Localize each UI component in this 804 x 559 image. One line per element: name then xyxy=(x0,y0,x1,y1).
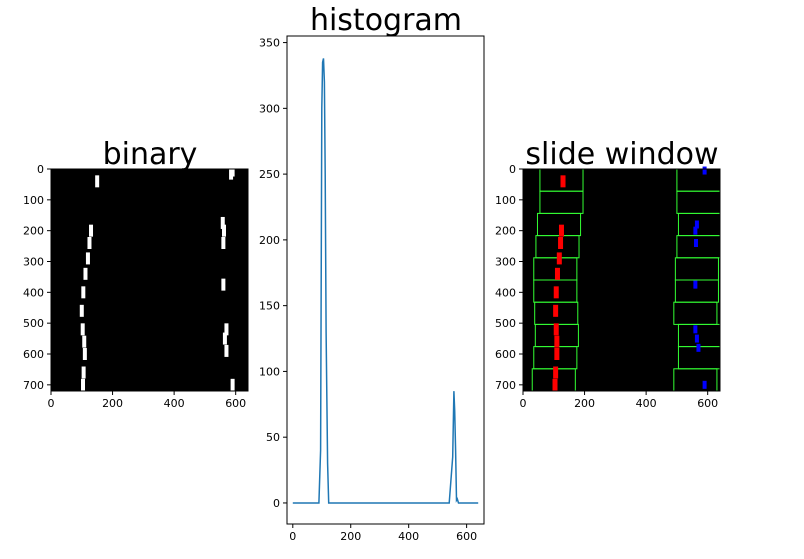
left-lane-point xyxy=(554,267,560,280)
y-tick-label: 0 xyxy=(273,497,280,510)
x-tick-label: 0 xyxy=(289,530,296,543)
x-tick-label: 400 xyxy=(636,397,657,410)
right-lane-point xyxy=(694,334,699,343)
left-lane-pixel xyxy=(81,286,86,299)
right-lane-point xyxy=(693,280,698,289)
left-lane-pixel xyxy=(79,304,84,317)
y-tick-label: 350 xyxy=(259,37,280,50)
left-lane-point xyxy=(558,224,564,237)
right-lane-pixel xyxy=(220,216,225,229)
slide-window-panel: slide window 0 200 400 600 0 100 200 300 400 500 6… xyxy=(495,137,721,410)
right-lane-point xyxy=(702,380,707,389)
right-lane-pixel xyxy=(224,344,229,357)
y-tick-label: 100 xyxy=(495,194,516,207)
left-lane-pixel xyxy=(83,267,88,280)
left-lane-pixel xyxy=(82,348,87,360)
y-tick-label: 0 xyxy=(509,163,516,176)
left-lane-pixel xyxy=(82,335,87,348)
left-lane-pixel xyxy=(81,378,86,391)
left-lane-pixel xyxy=(89,224,94,237)
left-lane-point xyxy=(553,286,559,299)
left-lane-point xyxy=(553,304,559,317)
right-lane-point xyxy=(693,226,698,235)
x-tick-label: 400 xyxy=(164,397,185,410)
y-tick-label: 200 xyxy=(23,225,44,238)
x-tick-label: 200 xyxy=(340,530,361,543)
y-tick-label: 300 xyxy=(23,256,44,269)
x-tick-label: 600 xyxy=(697,397,718,410)
histogram-line xyxy=(292,58,479,504)
slide-window-title: slide window xyxy=(525,137,718,172)
left-lane-point xyxy=(558,237,564,249)
y-tick-label: 150 xyxy=(259,300,280,313)
y-tick-label: 50 xyxy=(266,431,280,444)
y-tick-label: 100 xyxy=(23,194,44,207)
y-tick-label: 600 xyxy=(495,348,516,361)
binary-panel: binary 0 200 400 600 0 100 200 300 400 500 600 700 xyxy=(23,137,249,410)
binary-image xyxy=(51,169,248,391)
x-tick-label: 400 xyxy=(398,530,419,543)
binary-title: binary xyxy=(103,137,198,172)
y-tick-label: 300 xyxy=(495,256,516,269)
left-lane-point xyxy=(560,175,566,188)
y-tick-label: 700 xyxy=(23,379,44,392)
binary-frame xyxy=(50,168,249,392)
right-lane-pixel xyxy=(221,224,226,237)
left-lane-pixel xyxy=(80,323,85,336)
x-tick-label: 200 xyxy=(574,397,595,410)
left-lane-point xyxy=(552,378,558,391)
x-tick-label: 0 xyxy=(520,397,527,410)
histogram-plot-area xyxy=(286,35,485,525)
right-lane-pixel xyxy=(95,175,100,188)
histogram-title: histogram xyxy=(310,3,462,38)
y-tick-label: 500 xyxy=(23,317,44,330)
y-tick-label: 400 xyxy=(495,286,516,299)
left-lane-point xyxy=(554,348,560,360)
y-tick-label: 200 xyxy=(259,234,280,247)
y-tick-label: 700 xyxy=(495,379,516,392)
y-tick-label: 0 xyxy=(37,163,44,176)
left-lane-point xyxy=(556,252,562,265)
slide-window-frame xyxy=(522,168,721,392)
x-tick-label: 600 xyxy=(456,530,477,543)
right-lane-point xyxy=(702,166,707,175)
left-lane-point xyxy=(553,366,559,379)
y-tick-label: 100 xyxy=(259,365,280,378)
right-lane-pixel xyxy=(222,332,227,345)
x-tick-label: 600 xyxy=(225,397,246,410)
left-lane-pixel xyxy=(85,252,90,265)
right-lane-point xyxy=(694,220,699,229)
right-lane-point xyxy=(693,239,698,247)
x-tick-label: 0 xyxy=(48,397,55,410)
right-lane-pixel xyxy=(221,237,226,249)
y-tick-label: 250 xyxy=(259,168,280,181)
right-lane-pixel xyxy=(230,164,235,177)
y-tick-label: 400 xyxy=(23,286,44,299)
left-lane-point xyxy=(553,323,559,336)
right-lane-pixel xyxy=(224,323,229,336)
right-lane-pixel xyxy=(230,378,235,391)
right-lane-point xyxy=(693,325,698,334)
x-tick-label: 200 xyxy=(102,397,123,410)
left-lane-pixel xyxy=(81,366,86,379)
y-tick-label: 200 xyxy=(495,225,516,238)
y-tick-label: 500 xyxy=(495,317,516,330)
right-lane-pixel xyxy=(221,278,226,291)
right-lane-point xyxy=(696,343,701,352)
y-tick-label: 600 xyxy=(23,348,44,361)
left-lane-point xyxy=(554,335,560,348)
y-tick-label: 300 xyxy=(259,102,280,115)
left-lane-pixel xyxy=(87,237,92,249)
histogram-panel: histogram 0 200 400 600 0 50 100 150 200 250 300 35… xyxy=(259,3,485,543)
